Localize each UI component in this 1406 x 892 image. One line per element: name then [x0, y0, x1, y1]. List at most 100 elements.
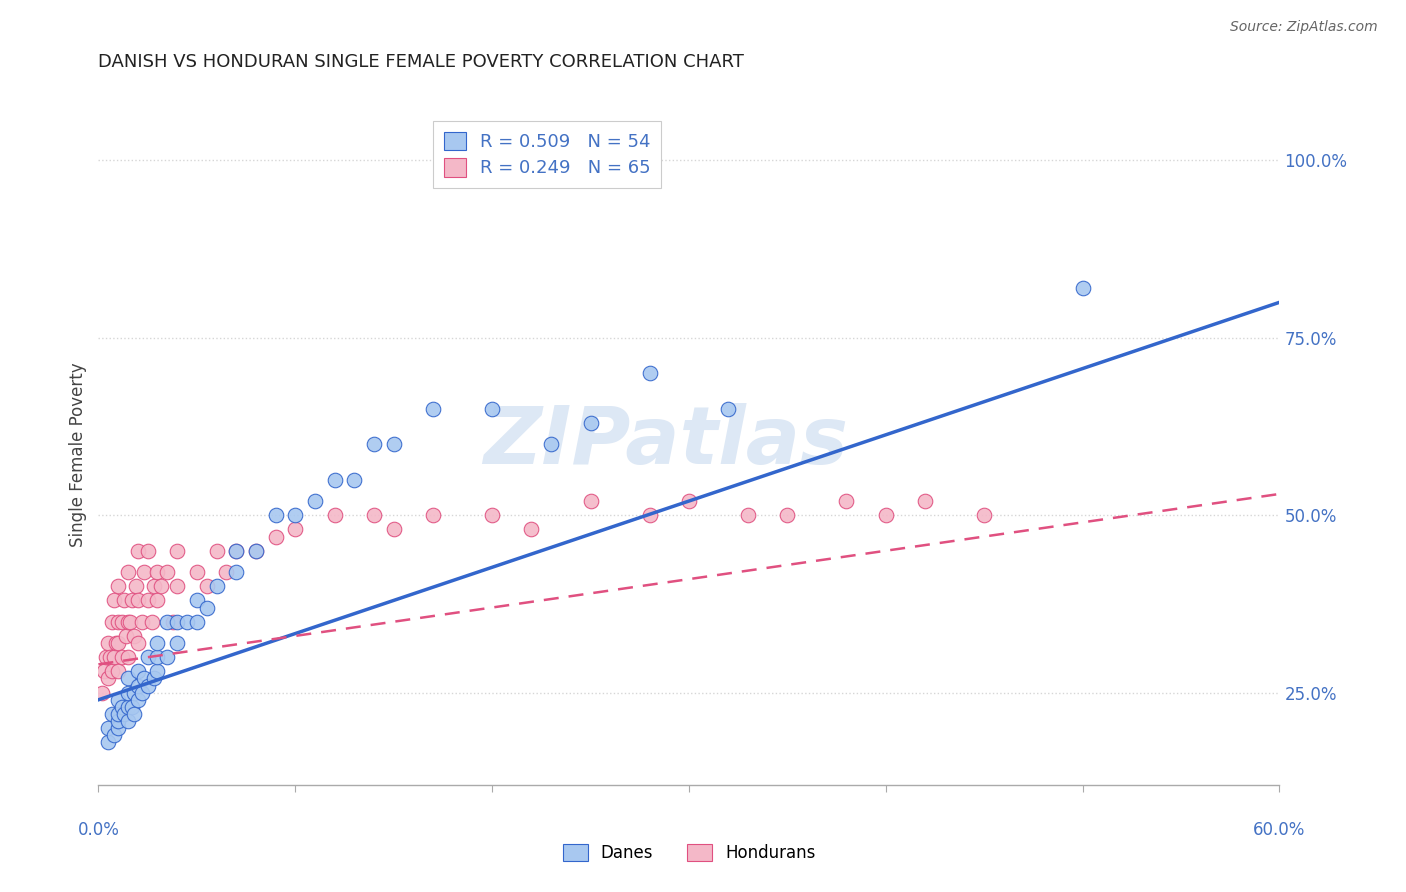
Point: [125, 579, 148, 593]
Point: [136, 543, 159, 558]
Point: [973, 508, 995, 523]
Point: [638, 508, 661, 523]
Point: [363, 508, 385, 523]
Point: [97, 735, 120, 749]
Point: [382, 437, 405, 451]
Point: [195, 579, 218, 593]
Point: [914, 494, 936, 508]
Point: [107, 714, 129, 728]
Point: [117, 686, 139, 700]
Point: [146, 650, 169, 665]
Point: [131, 686, 153, 700]
Point: [141, 615, 163, 629]
Point: [142, 672, 165, 686]
Point: [107, 615, 129, 629]
Point: [98, 650, 121, 665]
Point: [776, 508, 799, 523]
Point: [284, 508, 307, 523]
Point: [875, 508, 897, 523]
Text: 60.0%: 60.0%: [1253, 821, 1306, 838]
Point: [284, 523, 307, 537]
Point: [186, 593, 208, 607]
Point: [363, 437, 385, 451]
Point: [115, 629, 138, 643]
Point: [245, 543, 267, 558]
Y-axis label: Single Female Poverty: Single Female Poverty: [69, 363, 87, 547]
Point: [186, 565, 208, 579]
Point: [111, 615, 134, 629]
Point: [127, 543, 149, 558]
Point: [225, 543, 247, 558]
Point: [205, 543, 228, 558]
Point: [225, 565, 247, 579]
Point: [422, 508, 444, 523]
Text: ZIPatlas: ZIPatlas: [482, 402, 848, 481]
Point: [323, 473, 346, 487]
Point: [382, 523, 405, 537]
Point: [127, 665, 149, 679]
Point: [117, 699, 139, 714]
Point: [422, 401, 444, 416]
Point: [638, 366, 661, 380]
Point: [166, 579, 188, 593]
Point: [117, 650, 139, 665]
Point: [97, 672, 120, 686]
Point: [225, 543, 247, 558]
Point: [127, 636, 149, 650]
Point: [150, 579, 173, 593]
Point: [215, 565, 238, 579]
Point: [245, 543, 267, 558]
Point: [103, 728, 125, 742]
Point: [1071, 281, 1094, 295]
Point: [101, 665, 124, 679]
Point: [737, 508, 759, 523]
Point: [156, 565, 179, 579]
Point: [111, 650, 134, 665]
Point: [176, 615, 198, 629]
Text: 0.0%: 0.0%: [77, 821, 120, 838]
Point: [146, 636, 169, 650]
Point: [166, 636, 188, 650]
Point: [678, 494, 700, 508]
Point: [101, 615, 124, 629]
Point: [107, 636, 129, 650]
Point: [579, 494, 602, 508]
Point: [121, 593, 143, 607]
Point: [101, 706, 124, 721]
Point: [835, 494, 858, 508]
Point: [131, 615, 153, 629]
Point: [304, 494, 326, 508]
Point: [481, 508, 503, 523]
Legend: R = 0.509   N = 54, R = 0.249   N = 65: R = 0.509 N = 54, R = 0.249 N = 65: [433, 120, 661, 188]
Point: [579, 416, 602, 430]
Point: [162, 615, 184, 629]
Point: [323, 508, 346, 523]
Point: [195, 600, 218, 615]
Point: [93, 665, 115, 679]
Point: [127, 593, 149, 607]
Point: [166, 615, 188, 629]
Point: [91, 686, 114, 700]
Point: [136, 593, 159, 607]
Point: [111, 699, 134, 714]
Point: [146, 665, 169, 679]
Point: [118, 615, 141, 629]
Text: DANISH VS HONDURAN SINGLE FEMALE POVERTY CORRELATION CHART: DANISH VS HONDURAN SINGLE FEMALE POVERTY…: [98, 54, 744, 71]
Point: [520, 523, 543, 537]
Point: [107, 579, 129, 593]
Point: [97, 721, 120, 735]
Point: [107, 721, 129, 735]
Point: [107, 706, 129, 721]
Point: [186, 615, 208, 629]
Point: [156, 615, 179, 629]
Point: [264, 530, 287, 544]
Point: [97, 636, 120, 650]
Point: [146, 565, 169, 579]
Point: [205, 579, 228, 593]
Point: [107, 665, 129, 679]
Point: [146, 593, 169, 607]
Point: [142, 579, 165, 593]
Point: [343, 473, 366, 487]
Point: [122, 706, 145, 721]
Point: [112, 593, 135, 607]
